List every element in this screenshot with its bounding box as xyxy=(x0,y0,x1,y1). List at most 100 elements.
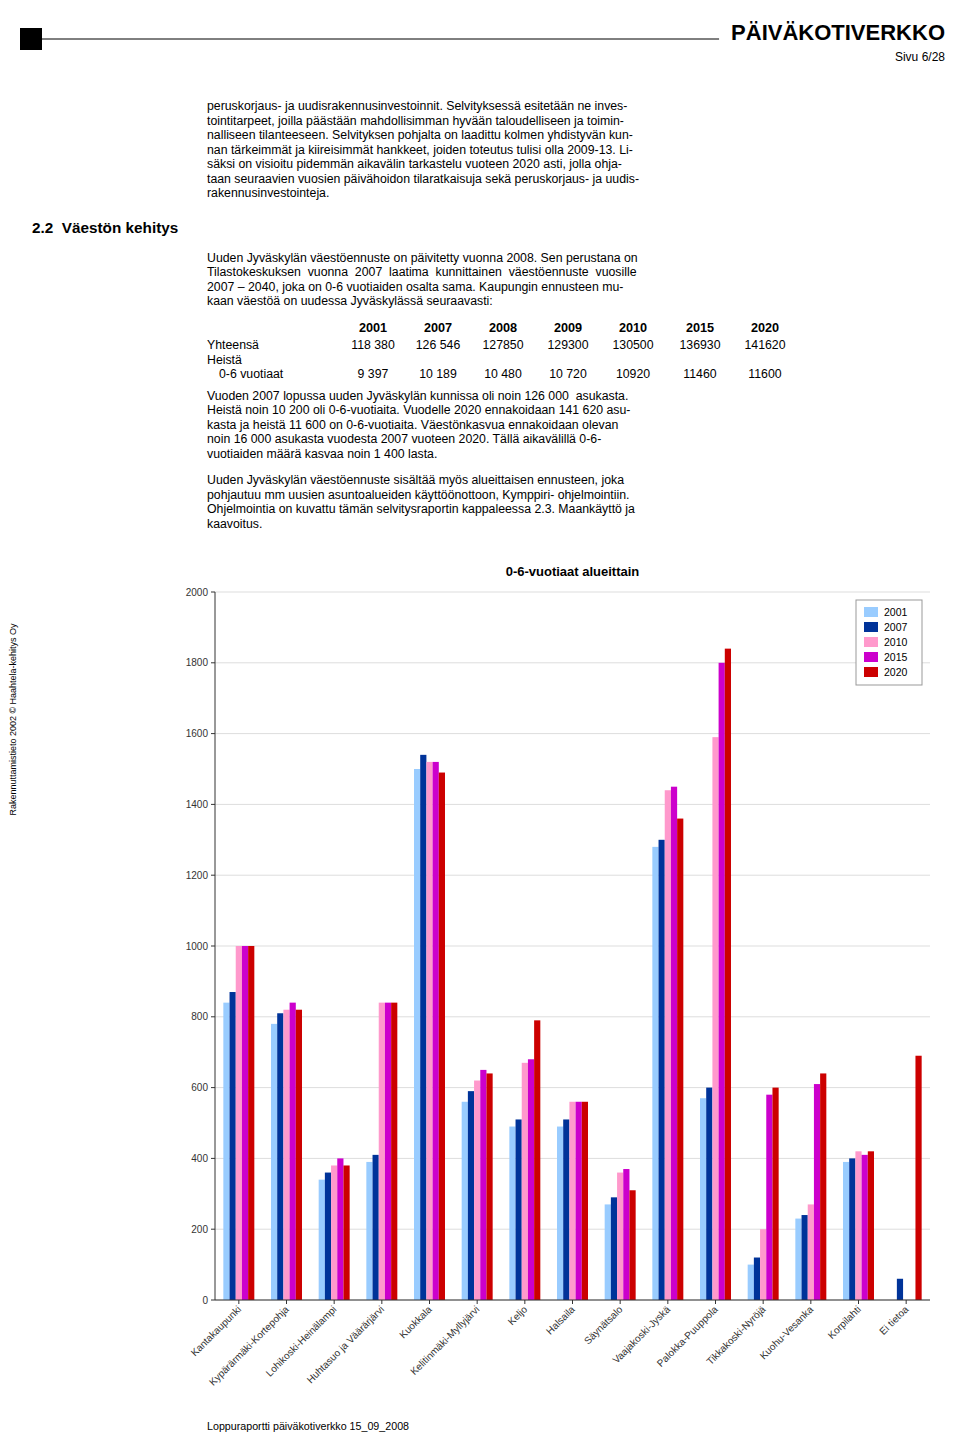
bar xyxy=(766,1095,772,1300)
paragraph-line: kaavoitus. xyxy=(207,517,262,531)
bar xyxy=(820,1073,826,1300)
y-tick xyxy=(211,804,215,805)
plot-area xyxy=(215,592,930,1300)
x-tick xyxy=(906,1300,907,1304)
x-tick xyxy=(334,1300,335,1304)
table-header: 2001 xyxy=(359,321,387,335)
bar xyxy=(868,1151,874,1300)
bar xyxy=(671,787,677,1300)
bar xyxy=(230,992,236,1300)
bar xyxy=(236,946,242,1300)
paragraph-line: Tilastokeskuksen vuonna 2007 laatima kun… xyxy=(207,265,637,279)
y-tick xyxy=(211,875,215,876)
x-tick-label: Säynätsalo xyxy=(582,1303,625,1346)
paragraph-line: säksi on visioitu pidemmän aikavälin tar… xyxy=(207,157,622,171)
page: PÄIVÄKOTIVERKKOSivu 6/28Rakennuttamistie… xyxy=(0,0,960,1439)
legend-swatch xyxy=(864,622,878,632)
grid-line xyxy=(215,592,930,593)
x-tick xyxy=(572,1300,573,1304)
bar xyxy=(862,1155,868,1300)
legend-swatch xyxy=(864,637,878,647)
bars xyxy=(223,649,921,1300)
bar xyxy=(795,1219,801,1300)
bar xyxy=(855,1151,861,1300)
grid-line xyxy=(215,804,930,805)
table-cell: 10 720 xyxy=(549,367,587,381)
x-tick xyxy=(763,1300,764,1304)
bar xyxy=(659,840,665,1300)
y-tick xyxy=(211,946,215,947)
section-heading: 2.2 Väestön kehitys xyxy=(32,219,178,236)
bar xyxy=(582,1102,588,1300)
bar xyxy=(391,1003,397,1300)
bar xyxy=(808,1204,814,1300)
bar xyxy=(319,1180,325,1300)
x-tick-label: Halsaila xyxy=(544,1303,577,1336)
bar xyxy=(296,1010,302,1300)
paragraph-line: kasta ja heistä 11 600 on 0-6-vuotiaita.… xyxy=(207,418,618,432)
paragraph-line: rakennusinvestointeja. xyxy=(207,186,329,200)
bar xyxy=(665,790,671,1300)
bar xyxy=(420,755,426,1300)
x-tick-label: Kelitinmäki-Myllyjärvi xyxy=(408,1304,481,1377)
bar xyxy=(385,1003,391,1300)
y-tick-label: 200 xyxy=(191,1224,208,1235)
header-square xyxy=(20,28,42,50)
y-tick-label: 1200 xyxy=(186,870,209,881)
paragraph-line: vuotiaiden määrä kasvaa noin 1 400 lasta… xyxy=(207,447,437,461)
bar xyxy=(563,1119,569,1300)
paragraph-line: nalliseen tilanteeseen. Selvityksen pohj… xyxy=(207,128,633,142)
bar xyxy=(242,946,248,1300)
y-tick xyxy=(211,733,215,734)
paragraph-line: Uuden Jyväskylän väestöennuste on päivit… xyxy=(207,251,638,265)
table-header: 2009 xyxy=(554,321,582,335)
x-tick-label: Kuohu-Vesanka xyxy=(758,1303,816,1361)
bar xyxy=(337,1158,343,1300)
table-header: 2020 xyxy=(751,321,779,335)
paragraph-line: Uuden Jyväskylän väestöennuste sisältää … xyxy=(207,473,624,487)
table-row-label: Heistä xyxy=(207,353,242,367)
bar xyxy=(843,1162,849,1300)
bar xyxy=(677,819,683,1300)
table-header: 2010 xyxy=(619,321,647,335)
table-cell: 10920 xyxy=(616,367,650,381)
x-tick xyxy=(858,1300,859,1304)
bar xyxy=(248,946,254,1300)
y-tick-label: 2000 xyxy=(186,587,209,598)
y-tick xyxy=(211,1158,215,1159)
x-tick xyxy=(381,1300,382,1304)
table-cell: 118 380 xyxy=(351,338,395,352)
y-tick xyxy=(211,1087,215,1088)
y-tick-label: 1600 xyxy=(186,728,209,739)
bar xyxy=(754,1258,760,1300)
legend-label: 2010 xyxy=(884,636,908,648)
grid-line xyxy=(215,875,930,876)
bar xyxy=(343,1165,349,1300)
y-tick-label: 1400 xyxy=(186,799,209,810)
paragraph-line: taan seuraavien vuosien päivähoidon tila… xyxy=(207,172,639,186)
paragraph-line: noin 16 000 asukasta vuodesta 2007 vuote… xyxy=(207,432,601,446)
table-cell: 126 546 xyxy=(416,338,461,352)
legend-box xyxy=(856,600,922,685)
table-cell: 141620 xyxy=(744,338,785,352)
bar xyxy=(474,1081,480,1300)
legend-swatch xyxy=(864,652,878,662)
table-cell: 130500 xyxy=(612,338,653,352)
bar xyxy=(468,1091,474,1300)
bar xyxy=(897,1279,903,1300)
grid-line xyxy=(215,946,930,947)
x-tick-label: Kantakaupunki xyxy=(189,1304,244,1359)
bar xyxy=(516,1119,522,1300)
paragraph-line: Heistä noin 10 200 oli 0-6-vuotiaita. Vu… xyxy=(207,403,630,417)
bar xyxy=(814,1084,820,1300)
x-tick xyxy=(524,1300,525,1304)
legend-swatch xyxy=(864,607,878,617)
bar xyxy=(379,1003,385,1300)
bar xyxy=(629,1190,635,1300)
bar xyxy=(760,1229,766,1300)
bar xyxy=(522,1063,528,1300)
bar xyxy=(569,1102,575,1300)
x-tick xyxy=(477,1300,478,1304)
bar xyxy=(509,1127,515,1300)
bar xyxy=(366,1162,372,1300)
